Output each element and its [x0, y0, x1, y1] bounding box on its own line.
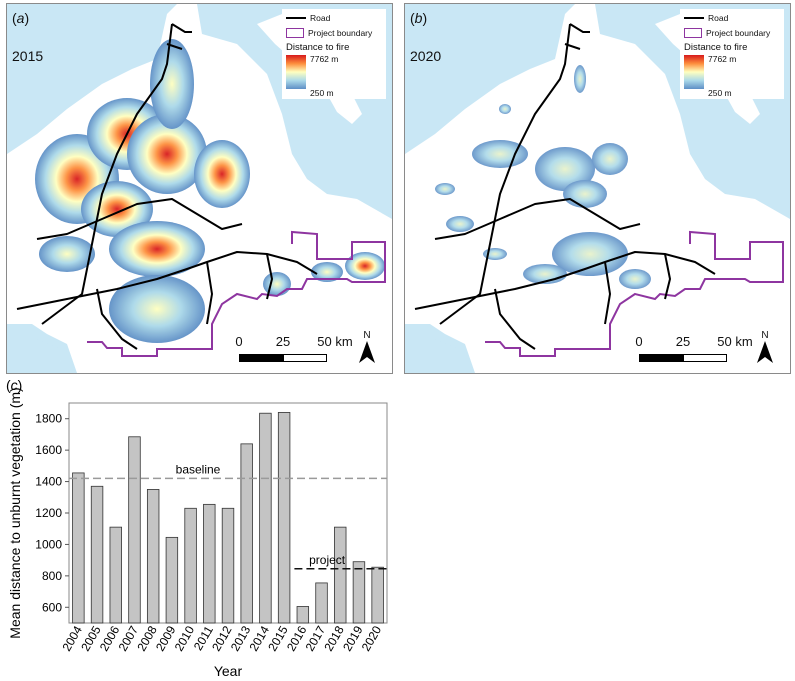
legend-max: 7762 m: [310, 54, 339, 64]
bar-2018: [334, 526, 347, 624]
scale-tick: 0: [635, 334, 643, 349]
roads: [16, 23, 318, 350]
north-arrow: N: [757, 330, 773, 368]
legend-road: Road: [684, 13, 728, 23]
scale-bar: 0 25 50 km: [235, 334, 357, 364]
color-ramp: [684, 55, 704, 89]
baseline-label: baseline: [176, 462, 221, 476]
bar-2020: [371, 566, 384, 624]
y-tick-label: 1400: [35, 475, 62, 489]
roads: [414, 23, 716, 350]
bar-2005: [90, 485, 104, 624]
x-tick-label: 2010: [172, 623, 198, 653]
bar-2019: [352, 561, 366, 624]
map-legend: Road Project boundary Distance to fire 7…: [282, 9, 386, 99]
y-tick-label: 600: [42, 600, 62, 614]
bar-2013: [240, 443, 253, 624]
north-label: N: [363, 330, 371, 341]
bar-2009: [165, 536, 179, 624]
x-axis: 2004200520062007200820092010201120122013…: [59, 623, 384, 653]
reference-lines: baseline project: [69, 462, 387, 570]
boundary-swatch: [684, 28, 702, 38]
y-tick-label: 1600: [35, 443, 62, 457]
scale-tick: 25: [675, 334, 691, 349]
scale-segment: [683, 354, 727, 362]
bar-2015: [277, 412, 291, 624]
bar-2014: [259, 412, 272, 624]
y-tick-label: 1200: [35, 506, 62, 520]
chart-panel-label: (c): [6, 377, 22, 393]
bar-2012: [221, 507, 235, 624]
y-axis: 600 800 1000 1200 1400 1600 1800: [35, 412, 69, 614]
bar-2004: [72, 472, 85, 624]
road-swatch: [286, 17, 306, 19]
sea-inlet: [7, 324, 72, 373]
legend-title: Distance to fire: [286, 42, 350, 53]
north-arrow: N: [359, 330, 375, 368]
legend-boundary: Project boundary: [286, 28, 372, 38]
bar-2006: [109, 526, 122, 624]
legend-title: Distance to fire: [684, 42, 748, 53]
y-tick-label: 1000: [35, 537, 62, 551]
north-label: N: [761, 330, 769, 341]
scale-bar: 0 25 50 km: [635, 334, 757, 364]
x-tick-label: 2020: [359, 623, 385, 653]
map-panel-2015: (a) 2015 Road Project boundary Distance …: [6, 3, 393, 374]
bar-chart: (c) 600 800 1000 1200 1400 1600 1800 baseline p…: [6, 377, 388, 679]
project-boundary: [485, 230, 784, 357]
boundary-swatch: [286, 28, 304, 38]
year-label: 2015: [12, 48, 44, 64]
legend-road: Road: [286, 13, 330, 23]
project-boundary: [87, 230, 386, 357]
bars: [72, 412, 384, 624]
y-tick-label: 800: [42, 569, 62, 583]
x-axis-label: Year: [214, 663, 243, 679]
bar-2011: [203, 503, 216, 624]
bar-2008: [146, 489, 160, 624]
map-legend: Road Project boundary Distance to fire 7…: [680, 9, 784, 99]
heat-patches: [435, 65, 651, 289]
project-label: project: [309, 553, 346, 567]
legend-min: 250 m: [310, 88, 334, 98]
north-arrow-icon: [757, 341, 773, 363]
bar-2010: [184, 507, 197, 624]
scale-tick: 50 km: [717, 334, 753, 349]
road-swatch: [684, 17, 704, 19]
legend-boundary-label: Project boundary: [706, 28, 771, 38]
sea-inlet: [405, 324, 470, 373]
color-ramp: [286, 55, 306, 89]
bar-2007: [128, 436, 141, 624]
panel-label: (b): [410, 10, 428, 26]
scale-tick: 0: [235, 334, 243, 349]
year-label: 2020: [410, 48, 442, 64]
y-axis-label: Mean distance to unburnt vegetation (m): [7, 387, 23, 638]
north-arrow-icon: [359, 341, 375, 363]
bar-2017: [315, 582, 328, 624]
y-tick-label: 1800: [35, 412, 62, 426]
legend-road-label: Road: [310, 13, 331, 23]
legend-boundary-label: Project boundary: [308, 28, 373, 38]
legend-road-label: Road: [708, 13, 729, 23]
scale-segment: [239, 354, 283, 362]
legend-max: 7762 m: [708, 54, 737, 64]
scale-segment: [283, 354, 327, 362]
legend-min: 250 m: [708, 88, 732, 98]
scale-segment: [639, 354, 683, 362]
heat-patches: [35, 39, 385, 343]
scale-tick: 50 km: [317, 334, 353, 349]
bar-2016: [296, 606, 310, 624]
panel-label: (a): [12, 10, 30, 26]
map-panel-2020: (b) 2020 Road Project boundary Distance …: [404, 3, 791, 374]
scale-tick: 25: [275, 334, 291, 349]
legend-boundary: Project boundary: [684, 28, 770, 38]
